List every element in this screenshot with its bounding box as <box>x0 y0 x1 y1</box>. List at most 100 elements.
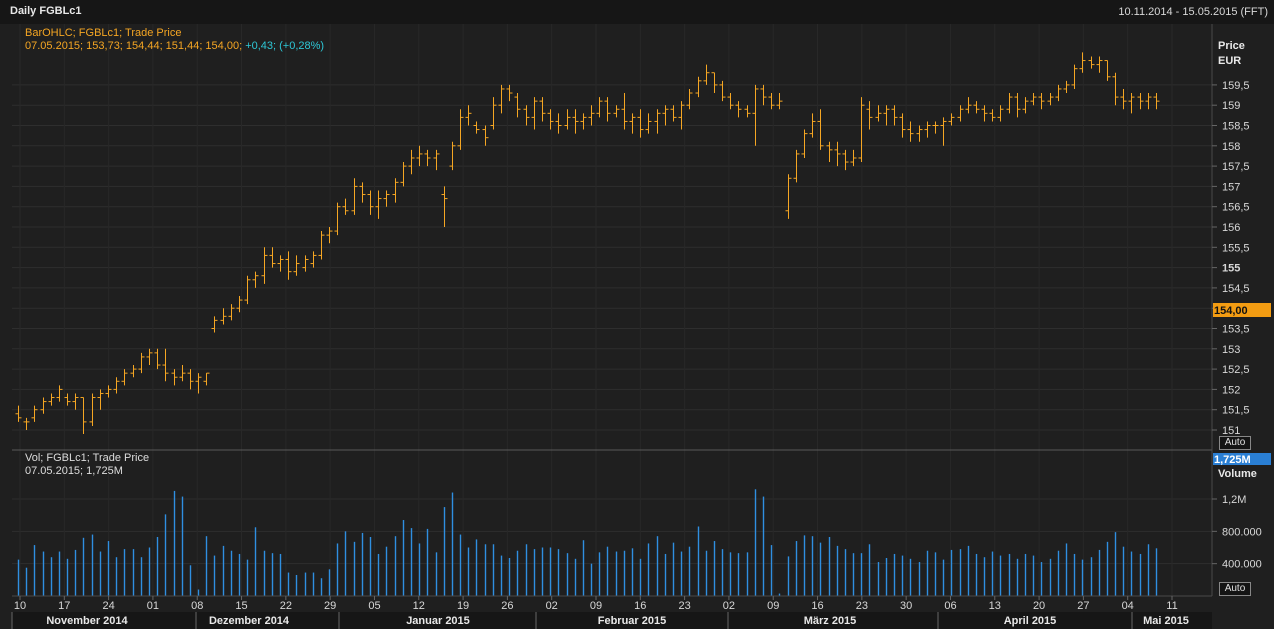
ohlc-bar <box>1006 93 1013 114</box>
volume-auto-scale-button[interactable]: Auto <box>1219 582 1251 596</box>
ohlc-bar <box>400 162 407 187</box>
ohlc-bar <box>1079 52 1086 73</box>
ohlc-bar <box>826 141 833 163</box>
ohlc-bar <box>629 113 636 134</box>
ohlc-bar <box>514 93 521 118</box>
volume-legend-series: Vol; FGBLc1; Trade Price <box>25 452 150 464</box>
ohlc-bar <box>1153 93 1160 110</box>
title-bar: Daily FGBLc1 10.11.2014 - 15.05.2015 (FF… <box>0 0 1274 24</box>
ohlc-bar <box>351 178 358 215</box>
ohlc-bar <box>146 348 153 366</box>
ohlc-bar <box>1088 56 1095 69</box>
ohlc-bar <box>817 109 824 150</box>
ohlc-bar <box>506 84 513 102</box>
ohlc-bar <box>916 125 923 142</box>
ohlc-bar <box>523 105 530 126</box>
month-strip <box>12 612 1212 629</box>
x-tick-label: 22 <box>280 600 292 612</box>
ohlc-bar <box>203 372 210 386</box>
price-tick-label: 151,5 <box>1222 405 1250 417</box>
x-tick-label: 12 <box>413 600 425 612</box>
volume-bars <box>17 489 1158 596</box>
ohlc-bar <box>80 397 87 435</box>
ohlc-bar <box>654 109 661 134</box>
ohlc-bar <box>498 84 505 114</box>
ohlc-bar <box>588 105 595 126</box>
x-tick-label: 10 <box>14 600 26 612</box>
ohlc-bar <box>727 93 734 110</box>
ohlc-bar <box>621 93 628 130</box>
ohlc-bar <box>735 101 742 118</box>
ohlc-bar <box>678 101 685 130</box>
ohlc-bar <box>482 125 489 146</box>
ohlc-bar <box>604 97 611 122</box>
ohlc-bar <box>760 84 767 106</box>
ohlc-bar <box>277 255 284 272</box>
ohlc-bar <box>1112 72 1119 106</box>
ohlc-bar <box>40 397 47 414</box>
last-volume-value: 1,725M <box>1214 454 1251 466</box>
ohlc-bar <box>1145 93 1152 110</box>
x-tick-label: 30 <box>900 600 912 612</box>
ohlc-bar <box>285 251 292 280</box>
ohlc-bar <box>31 405 38 422</box>
ohlc-bar <box>154 348 161 370</box>
price-tick-label: 158,5 <box>1222 121 1250 133</box>
ohlc-bar <box>957 105 964 122</box>
price-tick-label: 152,5 <box>1222 364 1250 376</box>
ohlc-bar <box>1104 60 1111 81</box>
x-tick-label: 11 <box>1166 600 1177 612</box>
price-tick-label: 151 <box>1222 425 1240 437</box>
x-tick-label: 27 <box>1077 600 1089 612</box>
month-label: April 2015 <box>1004 615 1057 627</box>
volume-tick-label: 800.000 <box>1222 526 1262 538</box>
ohlc-bar <box>171 369 178 386</box>
ohlc-bar <box>686 88 693 110</box>
x-grid <box>19 24 1173 596</box>
ohlc-bar <box>711 72 718 94</box>
ohlc-bar <box>989 109 996 122</box>
ohlc-bar <box>1055 84 1062 102</box>
ohlc-bar <box>932 121 939 134</box>
x-tick-label: 23 <box>856 600 868 612</box>
x-tick-label: 19 <box>457 600 469 612</box>
ohlc-bar <box>326 227 333 244</box>
ohlc-bar <box>457 109 464 150</box>
ohlc-bar <box>564 109 571 130</box>
ohlc-bar <box>752 84 759 146</box>
ohlc-bar <box>105 385 112 398</box>
ohlc-bar <box>703 64 710 85</box>
ohlc-bar <box>1022 97 1029 114</box>
x-tick-label: 02 <box>723 600 735 612</box>
ohlc-bar <box>138 352 145 374</box>
price-tick-label: 155 <box>1222 263 1240 275</box>
last-volume-badge <box>1213 453 1271 465</box>
ohlc-bar <box>948 113 955 126</box>
month-label: Mai 2015 <box>1143 615 1189 627</box>
ohlc-bar <box>670 105 677 122</box>
ohlc-bar <box>662 105 669 126</box>
price-legend-values: 07.05.2015; 153,73; 154,44; 151,44; 154,… <box>25 40 243 52</box>
x-tick-label: 26 <box>501 600 513 612</box>
month-labels: November 2014 Dezember 2014 Januar 2015 Feb… <box>11 612 1189 629</box>
x-tick-label: 05 <box>368 600 380 612</box>
ohlc-bar <box>907 121 914 142</box>
ohlc-bar <box>15 405 22 422</box>
last-price-value: 154,00 <box>1214 305 1248 317</box>
ohlc-bar <box>997 105 1004 122</box>
ohlc-bar <box>334 202 341 236</box>
ohlc-bar <box>1120 88 1127 110</box>
price-legend-series: BarOHLC; FGBLc1; Trade Price <box>25 27 182 39</box>
ohlc-bar <box>768 93 775 110</box>
x-tick-label: 01 <box>147 600 159 612</box>
ohlc-bar <box>187 369 194 390</box>
ohlc-bar <box>113 377 120 394</box>
ohlc-bar <box>1137 93 1144 110</box>
ohlc-bar <box>97 389 104 410</box>
ohlc-bar <box>56 385 63 402</box>
x-tick-label: 17 <box>58 600 70 612</box>
price-auto-scale-button[interactable]: Auto <box>1219 436 1251 450</box>
x-tick-label: 04 <box>1122 600 1134 612</box>
